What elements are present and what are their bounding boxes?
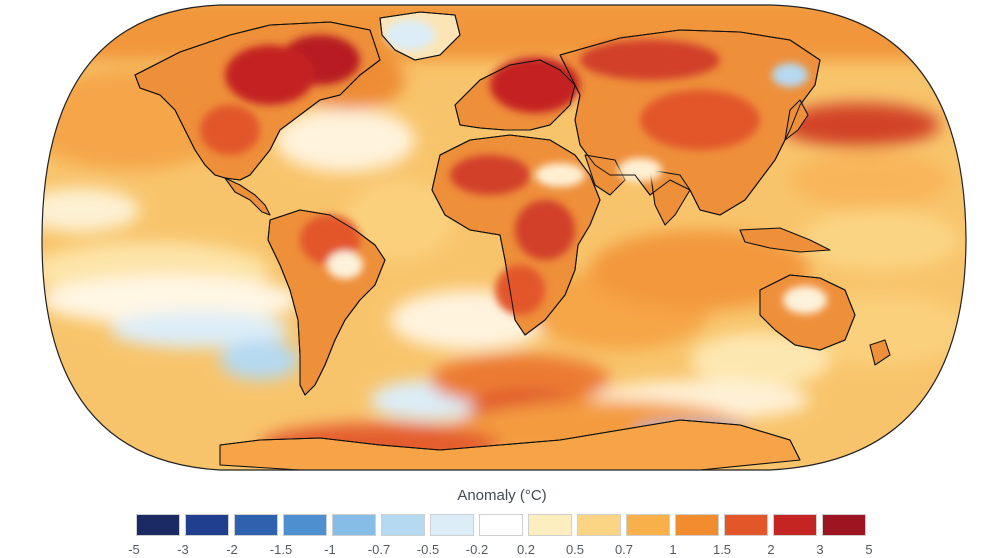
legend-tick-label: -3 bbox=[177, 542, 189, 557]
legend-tick-label: -0.7 bbox=[367, 542, 391, 557]
legend-tick-label: 0.2 bbox=[516, 542, 536, 557]
ocean-field bbox=[42, 5, 966, 467]
legend-tick-label: -0.2 bbox=[465, 542, 489, 557]
central-america bbox=[224, 177, 271, 216]
legend-tick-label: -0.5 bbox=[416, 542, 440, 557]
india bbox=[649, 169, 691, 226]
legend-swatch bbox=[136, 514, 180, 536]
japan bbox=[784, 99, 809, 141]
legend-swatch bbox=[773, 514, 817, 536]
legend-tick-label: 0.7 bbox=[614, 542, 634, 557]
legend-swatch bbox=[675, 514, 719, 536]
legend-swatch bbox=[430, 514, 474, 536]
coastlines bbox=[134, 11, 856, 461]
legend-tick-label: -1 bbox=[324, 542, 336, 557]
anomaly-map bbox=[41, 4, 967, 471]
map-fill bbox=[42, 5, 966, 470]
legend-title: Anomaly (°C) bbox=[457, 487, 547, 504]
legend-tick-label: 3 bbox=[816, 542, 824, 557]
new-zealand bbox=[869, 339, 891, 366]
legend-swatch bbox=[283, 514, 327, 536]
legend-tick-label: -1.5 bbox=[269, 542, 293, 557]
legend-swatch bbox=[724, 514, 768, 536]
legend-tick-label: -5 bbox=[128, 542, 140, 557]
legend-swatch bbox=[381, 514, 425, 536]
legend-tick-label: 1.5 bbox=[712, 542, 732, 557]
map-svg bbox=[41, 4, 967, 471]
legend-swatch bbox=[577, 514, 621, 536]
legend-tick-label: 5 bbox=[865, 542, 873, 557]
legend-swatch bbox=[234, 514, 278, 536]
legend-swatch bbox=[822, 514, 866, 536]
legend-tick-label: 2 bbox=[767, 542, 775, 557]
legend-swatch bbox=[332, 514, 376, 536]
legend-swatch bbox=[626, 514, 670, 536]
legend-tick-label: 0.5 bbox=[565, 542, 585, 557]
legend-tick-label: -2 bbox=[226, 542, 238, 557]
globe-outline bbox=[41, 4, 967, 471]
legend-swatch bbox=[479, 514, 523, 536]
land-anomalies bbox=[200, 20, 827, 315]
legend-swatch bbox=[528, 514, 572, 536]
color-legend bbox=[136, 514, 869, 536]
sea-islands bbox=[739, 227, 831, 253]
legend-tick-label: 1 bbox=[669, 542, 677, 557]
legend-swatch bbox=[185, 514, 229, 536]
